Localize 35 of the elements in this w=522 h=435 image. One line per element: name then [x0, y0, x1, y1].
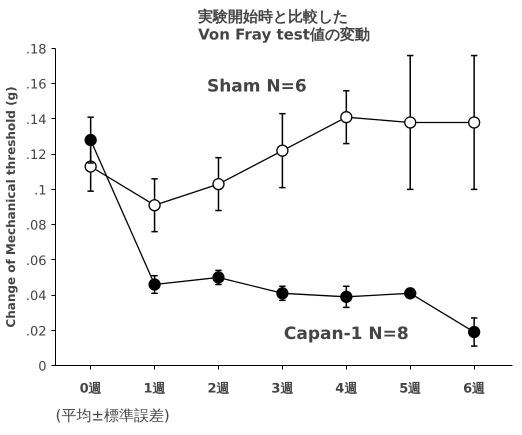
x-tick-label: 1週 — [144, 382, 167, 396]
x-tick-label: 5週 — [399, 382, 422, 396]
x-tick-label: 2週 — [207, 382, 231, 396]
point — [276, 144, 289, 157]
y-tick-label: .06 — [26, 254, 47, 269]
point — [212, 178, 225, 190]
point — [340, 290, 352, 303]
y-tick-label: .1 — [34, 183, 47, 198]
point — [404, 287, 416, 300]
y-tick-label: .12 — [26, 148, 47, 164]
point — [84, 134, 97, 146]
x-tick-label: 3週 — [271, 382, 294, 396]
point — [468, 116, 480, 129]
y-tick-label: 0 — [38, 360, 47, 374]
point — [148, 278, 161, 291]
y-tick-label: .02 — [26, 324, 47, 340]
chart-title: 実験開始時と比較した Von Fray test値の変動 — [197, 8, 370, 44]
point — [276, 287, 289, 300]
y-tick-label: .04 — [26, 289, 47, 304]
x-tick-label: 0週 — [80, 382, 103, 396]
y-tick-label: .18 — [26, 42, 47, 58]
point — [212, 271, 225, 284]
series-label: Capan-1 N=8 — [284, 324, 409, 344]
text: Sham N=6 — [206, 76, 307, 97]
x-tick-label: 4週 — [335, 382, 358, 396]
y-tick-label: .08 — [26, 218, 47, 234]
y-axis-title: Change of Mechanical threshold (g) — [4, 86, 18, 328]
x-tick-label: 6週 — [463, 382, 486, 396]
point — [148, 199, 161, 212]
point — [404, 116, 416, 129]
point — [468, 326, 480, 338]
y-tick-label: .14 — [26, 112, 47, 128]
text: (平均±標準誤差) — [56, 406, 170, 424]
point — [340, 111, 352, 124]
y-tick-label: .16 — [26, 78, 47, 93]
